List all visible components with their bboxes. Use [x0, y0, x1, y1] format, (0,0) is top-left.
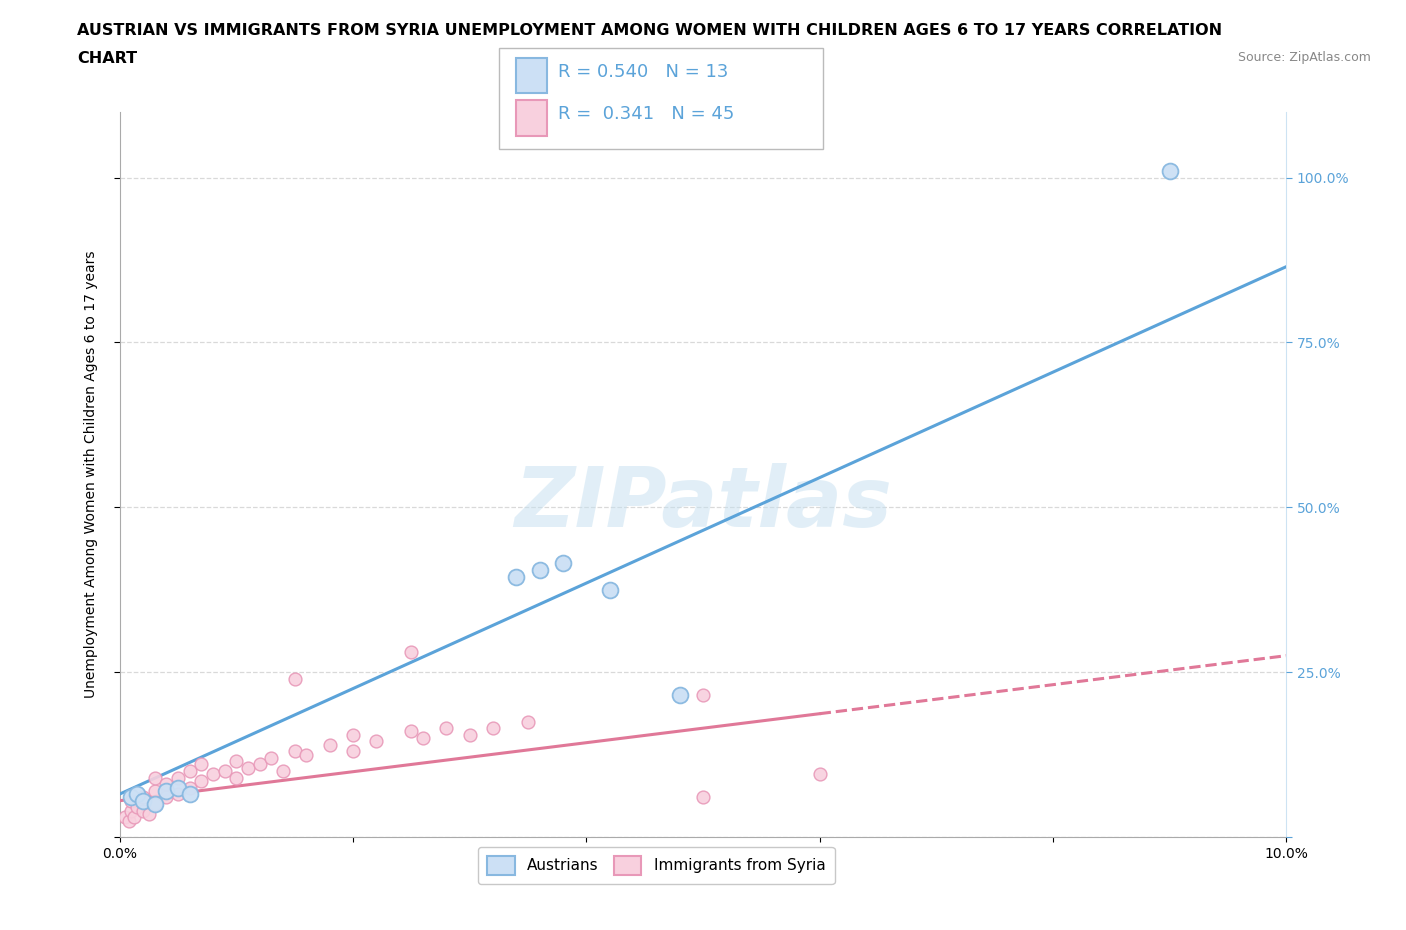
Point	[190, 774, 212, 789]
Text: Source: ZipAtlas.com: Source: ZipAtlas.com	[1237, 51, 1371, 64]
Point	[808, 767, 831, 782]
Legend: Austrians, Immigrants from Syria: Austrians, Immigrants from Syria	[478, 847, 835, 884]
Point	[143, 797, 166, 812]
Text: R = 0.540   N = 13: R = 0.540 N = 13	[558, 62, 728, 81]
Point	[138, 806, 160, 821]
Point	[114, 810, 136, 825]
Point	[342, 744, 364, 759]
Point	[122, 810, 145, 825]
Point	[225, 753, 247, 768]
Point	[529, 563, 551, 578]
Point	[1159, 164, 1181, 179]
Point	[120, 793, 142, 808]
Point	[143, 783, 166, 798]
Point	[225, 770, 247, 785]
Text: R =  0.341   N = 45: R = 0.341 N = 45	[558, 105, 734, 124]
Point	[236, 761, 259, 776]
Point	[260, 751, 283, 765]
Point	[118, 813, 141, 828]
Point	[283, 744, 307, 759]
Point	[551, 556, 574, 571]
Point	[132, 790, 155, 804]
Point	[132, 793, 155, 808]
Point	[283, 671, 307, 686]
Point	[214, 764, 236, 778]
Point	[271, 764, 294, 778]
Point	[166, 787, 188, 802]
Point	[155, 777, 177, 791]
Point	[132, 804, 155, 818]
Point	[166, 770, 188, 785]
Point	[155, 783, 177, 798]
Point	[458, 727, 481, 742]
Point	[692, 688, 714, 703]
Point	[190, 757, 212, 772]
Text: ZIPatlas: ZIPatlas	[515, 463, 891, 544]
Point	[401, 724, 423, 739]
Point	[342, 727, 364, 742]
Y-axis label: Unemployment Among Women with Children Ages 6 to 17 years: Unemployment Among Women with Children A…	[84, 250, 98, 698]
Point	[249, 757, 271, 772]
Point	[166, 780, 188, 795]
Point	[366, 734, 388, 749]
Point	[179, 764, 201, 778]
Point	[125, 787, 148, 802]
Text: CHART: CHART	[77, 51, 138, 66]
Point	[692, 790, 714, 804]
Point	[295, 747, 318, 762]
Point	[517, 714, 540, 729]
Text: AUSTRIAN VS IMMIGRANTS FROM SYRIA UNEMPLOYMENT AMONG WOMEN WITH CHILDREN AGES 6 : AUSTRIAN VS IMMIGRANTS FROM SYRIA UNEMPL…	[77, 23, 1222, 38]
Point	[401, 644, 423, 659]
Point	[434, 721, 457, 736]
Point	[201, 767, 224, 782]
Point	[143, 797, 166, 812]
Point	[179, 787, 201, 802]
Point	[143, 770, 166, 785]
Point	[505, 569, 527, 584]
Point	[125, 800, 148, 815]
Point	[179, 780, 201, 795]
Point	[482, 721, 505, 736]
Point	[318, 737, 340, 752]
Point	[120, 790, 142, 804]
Point	[155, 790, 177, 804]
Point	[668, 688, 690, 703]
Point	[599, 582, 621, 597]
Point	[412, 731, 434, 746]
Point	[120, 804, 142, 818]
